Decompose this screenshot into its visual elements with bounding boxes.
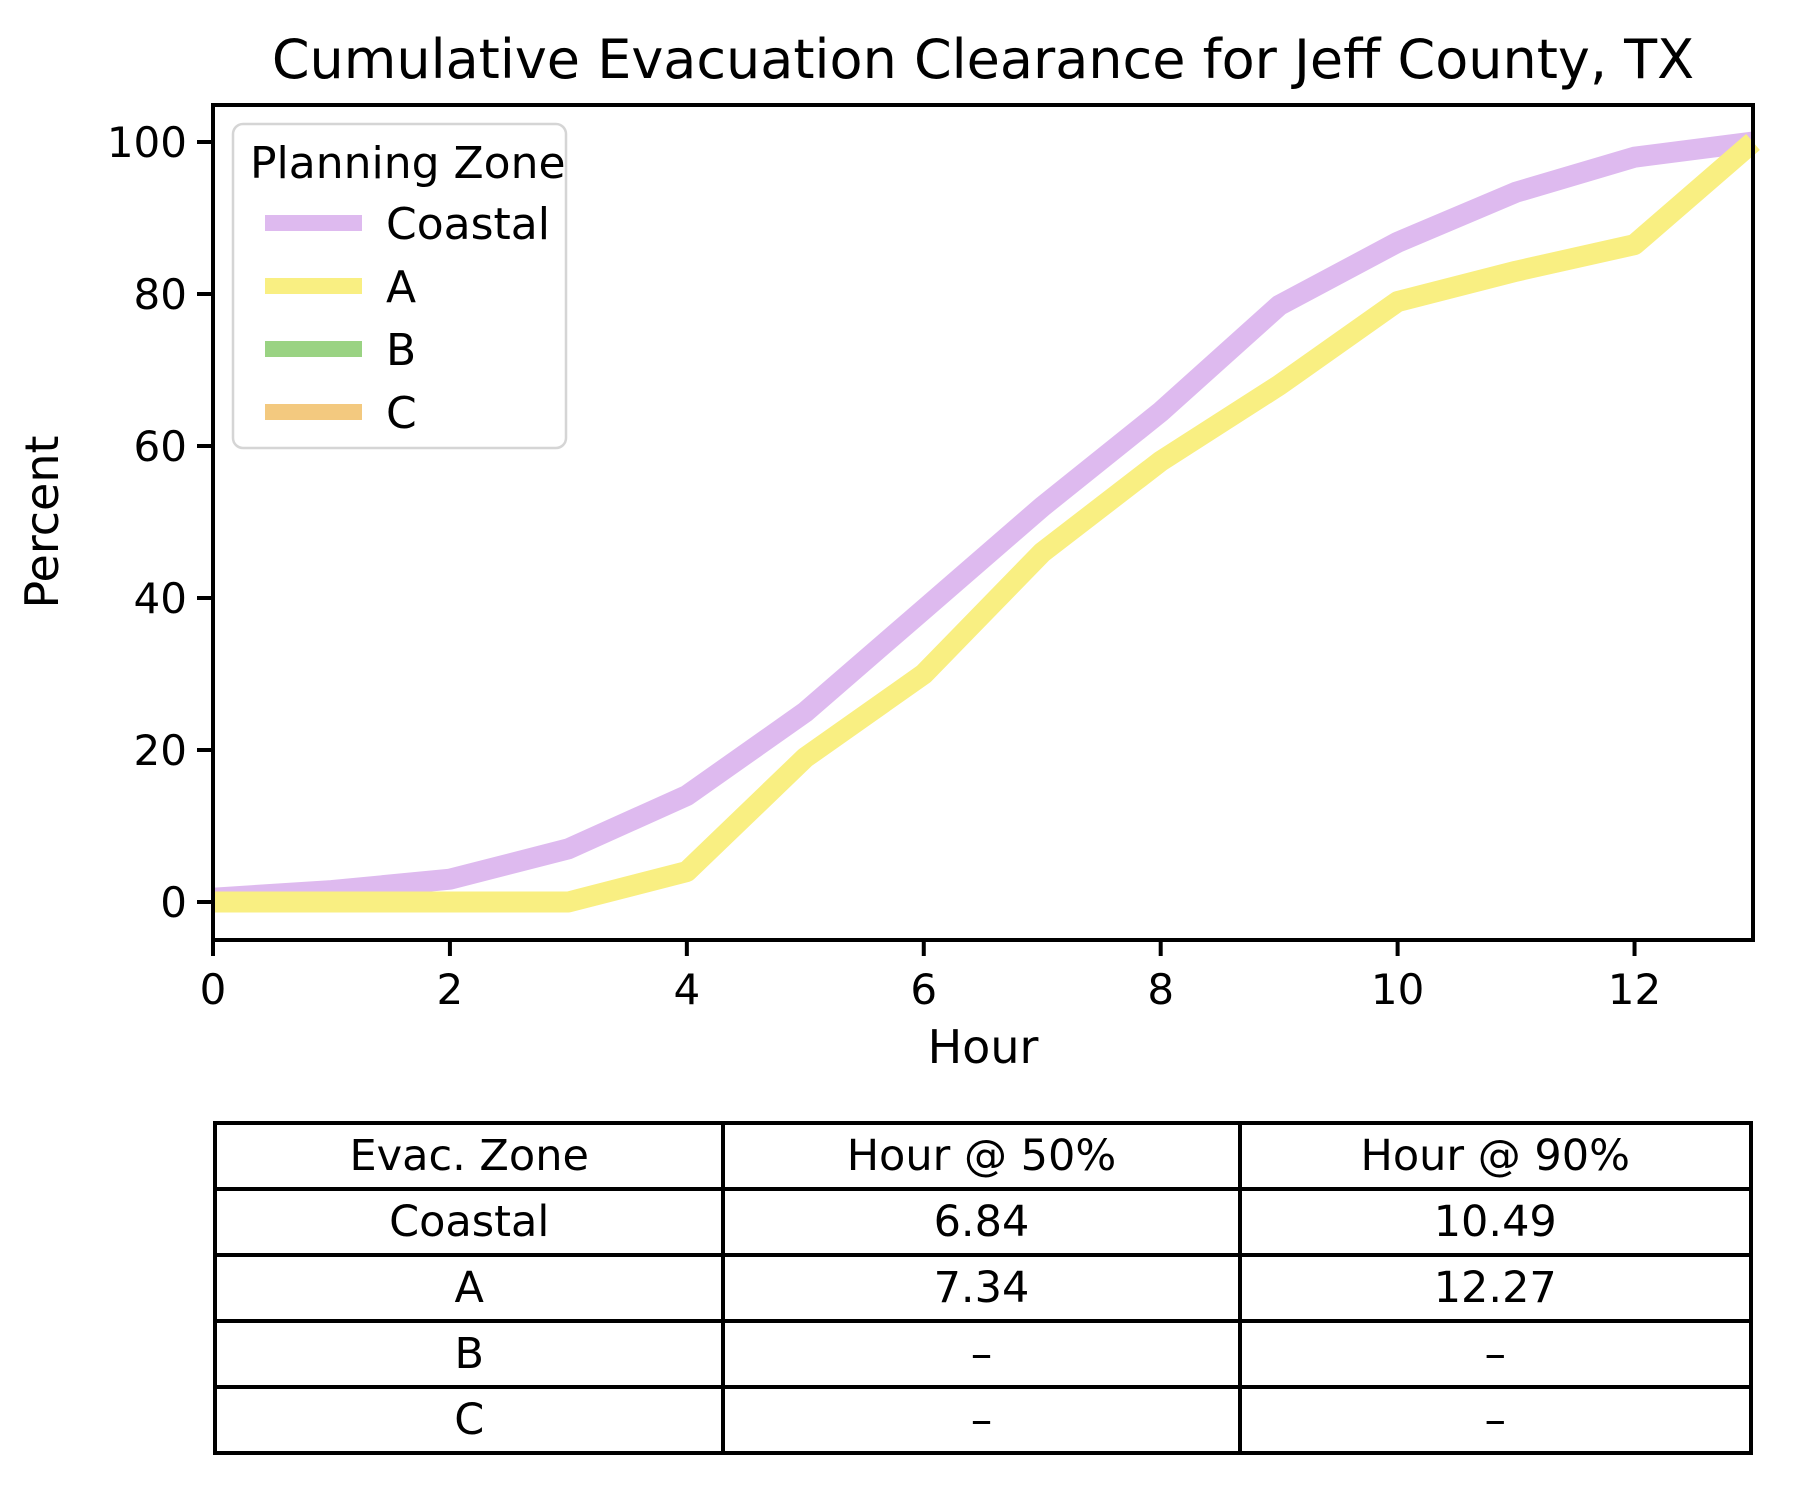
legend-title: Planning Zone bbox=[250, 138, 566, 189]
legend-label-c: C bbox=[386, 388, 417, 439]
cell-zone: C bbox=[212, 1385, 726, 1455]
x-tick-label-8: 8 bbox=[1147, 965, 1174, 1014]
x-axis-label: Hour bbox=[928, 1020, 1039, 1074]
x-tick-label-10: 10 bbox=[1371, 965, 1424, 1014]
table-row-b: B – – bbox=[212, 1319, 1753, 1389]
col-header-hour50: Hour @ 50% bbox=[721, 1121, 1242, 1191]
x-tick-label-12: 12 bbox=[1608, 965, 1661, 1014]
y-tick-label-100: 100 bbox=[107, 118, 187, 167]
cell-hour50: – bbox=[721, 1385, 1242, 1455]
series-line-coastal bbox=[212, 131, 1755, 909]
table-row-c: C – – bbox=[212, 1385, 1753, 1455]
series-line-a bbox=[213, 134, 1760, 913]
cell-hour90: – bbox=[1237, 1385, 1753, 1455]
y-tick-label-0: 0 bbox=[160, 878, 187, 927]
x-tick-label-2: 2 bbox=[437, 965, 464, 1014]
cell-zone: A bbox=[212, 1253, 726, 1323]
cell-hour50: 7.34 bbox=[721, 1253, 1242, 1323]
y-axis-label: Percent bbox=[15, 435, 69, 608]
legend-box bbox=[231, 122, 568, 450]
legend-label-b: B bbox=[386, 325, 416, 376]
y-tick-label-80: 80 bbox=[134, 270, 187, 319]
y-tick-label-40: 40 bbox=[134, 574, 187, 623]
cell-zone: B bbox=[212, 1319, 726, 1389]
cell-hour50: 6.84 bbox=[721, 1187, 1242, 1257]
y-tick-label-20: 20 bbox=[134, 726, 187, 775]
plot-border bbox=[211, 103, 1755, 942]
cell-hour90: 12.27 bbox=[1237, 1253, 1753, 1323]
x-tick-label-6: 6 bbox=[910, 965, 937, 1014]
clearance-summary-table: Evac. Zone Hour @ 50% Hour @ 90% Coastal… bbox=[212, 1121, 1753, 1455]
legend-label-coastal: Coastal bbox=[386, 199, 550, 250]
legend: Planning Zone Coastal ABC bbox=[231, 122, 568, 450]
x-tick-label-0: 0 bbox=[200, 965, 227, 1014]
legend-swatch-b bbox=[265, 341, 362, 357]
cell-hour90: – bbox=[1237, 1319, 1753, 1389]
col-header-hour90: Hour @ 90% bbox=[1237, 1121, 1753, 1191]
x-tick-label-4: 4 bbox=[673, 965, 700, 1014]
legend-swatch-coastal bbox=[265, 215, 362, 231]
table-header-row: Evac. Zone Hour @ 50% Hour @ 90% bbox=[212, 1121, 1753, 1191]
cell-zone: Coastal bbox=[212, 1187, 726, 1257]
col-header-zone: Evac. Zone bbox=[212, 1121, 726, 1191]
cell-hour90: 10.49 bbox=[1237, 1187, 1753, 1257]
cell-hour50: – bbox=[721, 1319, 1242, 1389]
legend-swatch-a bbox=[265, 278, 362, 294]
chart-title: Cumulative Evacuation Clearance for Jeff… bbox=[272, 28, 1694, 91]
evacuation-line-chart: Cumulative Evacuation Clearance for Jeff… bbox=[15, 28, 1760, 1074]
legend-label-a: A bbox=[386, 262, 416, 313]
legend-swatch-c bbox=[265, 404, 362, 420]
table-row-coastal: Coastal 6.84 10.49 bbox=[212, 1187, 1753, 1257]
y-tick-label-60: 60 bbox=[134, 422, 187, 471]
table-row-a: A 7.34 12.27 bbox=[212, 1253, 1753, 1323]
